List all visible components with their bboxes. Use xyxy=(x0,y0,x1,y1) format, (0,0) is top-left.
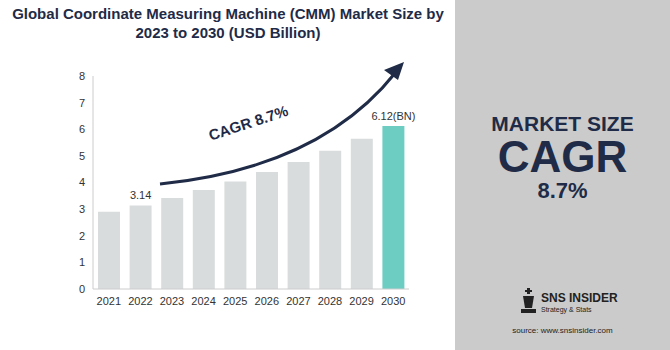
svg-text:2030: 2030 xyxy=(381,295,405,307)
svg-text:2024: 2024 xyxy=(191,295,215,307)
svg-text:2025: 2025 xyxy=(223,295,247,307)
html-text:MARKET SIZE: MARKET SIZE xyxy=(491,112,634,135)
svg-text:SNS INSIDER: SNS INSIDER xyxy=(541,291,618,305)
svg-text:CAGR 8.7%: CAGR 8.7% xyxy=(206,102,290,144)
svg-text:2026: 2026 xyxy=(255,295,279,307)
svg-text:5: 5 xyxy=(79,150,85,162)
svg-text:2027: 2027 xyxy=(286,295,310,307)
svg-text:3.14: 3.14 xyxy=(130,189,151,201)
svg-text:0: 0 xyxy=(79,283,85,295)
svg-text:Strategy & Stats: Strategy & Stats xyxy=(541,306,592,314)
html-text:Global Coordinate Measuring Ma: Global Coordinate Measuring Machine (CMM… xyxy=(12,5,444,41)
html-text:source: www.snsinsider.com: source: www.snsinsider.com xyxy=(512,326,613,335)
svg-text:2023: 2023 xyxy=(160,295,184,307)
svg-text:2022: 2022 xyxy=(128,295,152,307)
svg-text:6.12(BN): 6.12(BN) xyxy=(371,110,415,122)
html-text:CAGR: CAGR xyxy=(497,132,628,181)
svg-text:3: 3 xyxy=(79,203,85,215)
svg-text:4: 4 xyxy=(79,176,85,188)
html-text:8.7%: 8.7% xyxy=(537,178,588,203)
svg-text:8: 8 xyxy=(79,70,85,82)
svg-text:2021: 2021 xyxy=(97,295,121,307)
svg-text:2: 2 xyxy=(79,230,85,242)
svg-text:2028: 2028 xyxy=(318,295,342,307)
svg-text:6: 6 xyxy=(79,123,85,135)
svg-text:1: 1 xyxy=(79,256,85,268)
svg-text:2029: 2029 xyxy=(349,295,373,307)
svg-text:7: 7 xyxy=(79,97,85,109)
